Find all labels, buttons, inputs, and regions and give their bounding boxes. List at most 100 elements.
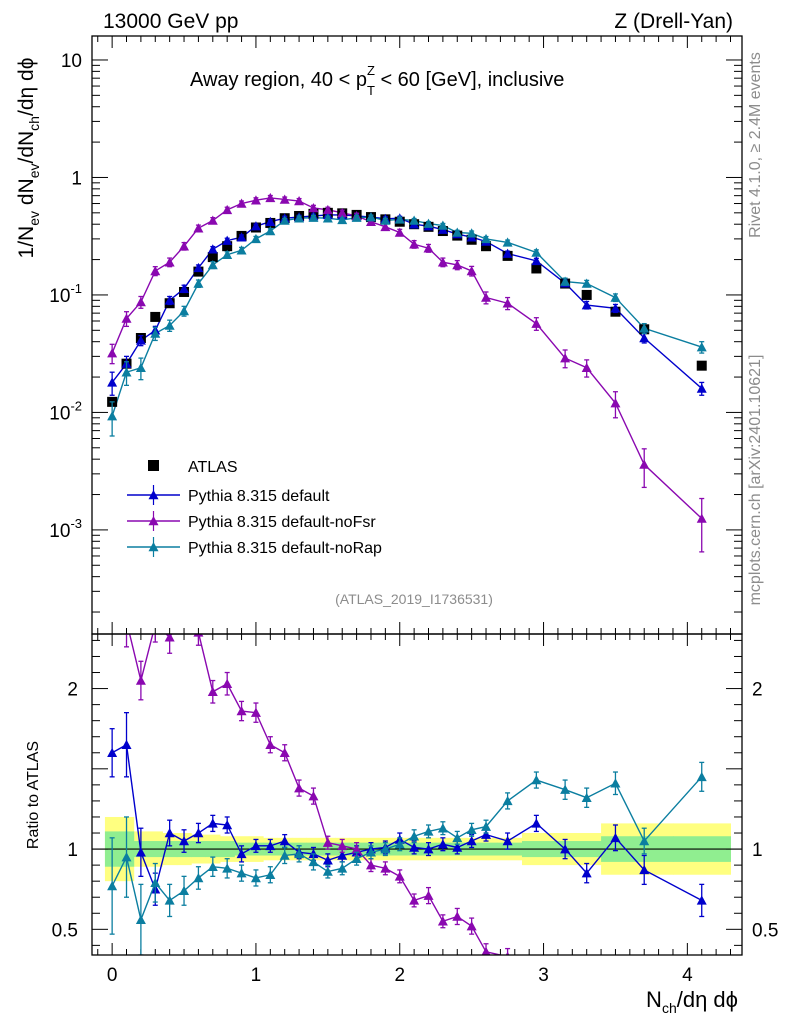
mc-data-point: [107, 411, 118, 421]
ratio-point: [423, 826, 434, 836]
ratio-point: [337, 840, 348, 851]
ratio-point: [265, 739, 276, 749]
mc-data-point: [294, 196, 305, 206]
mc-data-point: [560, 276, 571, 286]
atlas-data-point: [207, 252, 218, 263]
y-tick-label: 10-3: [49, 516, 82, 542]
ratio-point: [365, 860, 376, 870]
mc-data-point: [207, 259, 218, 270]
ratio-line: [128, 634, 504, 955]
mc-data-point: [322, 204, 333, 215]
ratio-point: [409, 895, 420, 905]
mc-data-point: [179, 283, 190, 293]
ratio-frame: [91, 633, 743, 956]
mc-data-point: [610, 303, 621, 313]
y-tick-label: 10: [61, 51, 82, 72]
legend-marker-square: [148, 460, 159, 471]
y-axis-label: 1/Nev dNev/dNch/dη dϕ: [15, 58, 42, 259]
ratio-y-tick-label-right: 1: [752, 840, 763, 861]
mc-data-point: [179, 305, 190, 316]
ratio-point: [121, 739, 132, 749]
ratio-line: [111, 743, 703, 902]
atlas-data-point: [581, 289, 592, 300]
ratio-point: [380, 863, 391, 873]
ratio-point: [164, 895, 175, 905]
ratio-point: [437, 916, 448, 926]
ratio-point: [610, 778, 621, 788]
atlas-data-point: [222, 241, 233, 252]
analysis-tag: (ATLAS_2019_I1736531): [335, 591, 493, 607]
ratio-point: [409, 831, 420, 841]
mc-data-point: [236, 232, 247, 242]
ratio-point: [179, 885, 190, 896]
ratio-point: [437, 839, 448, 849]
mc-data-point: [322, 213, 333, 223]
series-line: [111, 197, 703, 520]
mc-data-point: [279, 194, 290, 204]
mc-data-point: [394, 214, 405, 224]
ratio-y-axis-label: Ratio to ATLAS: [25, 741, 42, 849]
ratio-y-tick-label: 2: [67, 680, 78, 701]
ratio-point: [322, 837, 333, 847]
mc-data-point: [581, 300, 592, 310]
ratio-point: [265, 869, 276, 879]
ratio-point: [150, 619, 160, 628]
ratio-point: [505, 951, 510, 955]
ratio-point: [236, 848, 247, 859]
mc-data-point: [164, 257, 175, 267]
ratio-point: [351, 853, 362, 863]
mc-data-point: [265, 216, 276, 226]
mc-data-point: [250, 221, 261, 231]
ratio-point: [560, 844, 571, 854]
x-tick-label: 1: [251, 965, 262, 986]
mc-data-point: [423, 243, 434, 253]
mc-data-point: [409, 215, 420, 225]
ratio-point: [250, 872, 261, 883]
ratio-point: [437, 823, 448, 833]
ratio-point: [610, 972, 620, 981]
x-tick-label: 2: [394, 965, 405, 986]
mc-data-point: [135, 297, 146, 307]
mc-data-point: [164, 320, 175, 330]
y-tick-label: 1: [71, 168, 82, 189]
ratio-point: [279, 850, 290, 860]
mc-data-point: [531, 247, 542, 257]
ratio-y-tick-label: 1: [67, 840, 78, 861]
mc-data-point: [193, 262, 204, 273]
ratio-panel: 0 1 2 3 4 0.5 0.5 1 1 2 2: [52, 610, 778, 986]
ratio-point: [380, 844, 391, 854]
ratio-point: [351, 844, 362, 854]
ratio-point: [121, 852, 132, 862]
legend-marker-triangle: [148, 542, 159, 552]
ratio-point: [696, 895, 707, 905]
ratio-point: [294, 848, 305, 859]
ratio-point: [236, 706, 247, 716]
mc-data-point: [696, 513, 707, 523]
mc-data-point: [265, 226, 276, 236]
ratio-point: [531, 818, 542, 828]
ratio-point: [294, 783, 305, 793]
ratio-point: [560, 972, 570, 981]
legend-marker-triangle: [148, 490, 159, 500]
mc-data-point: [531, 255, 542, 266]
ratio-point: [179, 610, 189, 619]
mc-data-point: [308, 202, 319, 213]
ratio-point: [337, 850, 348, 860]
ratio-point: [193, 828, 204, 838]
mc-data-point: [639, 323, 650, 333]
mc-data-point: [337, 207, 348, 218]
mc-data-point: [279, 215, 290, 225]
ratio-point: [322, 866, 333, 876]
mc-data-point: [107, 377, 118, 387]
ratio-point: [639, 836, 650, 846]
ratio-point: [337, 863, 348, 873]
ratio-point: [696, 771, 707, 782]
atlas-data-point: [531, 263, 542, 274]
mc-data-point: [207, 215, 218, 225]
mc-data-point: [409, 239, 420, 249]
mc-data-point: [207, 244, 218, 254]
mc-data-point: [481, 233, 492, 244]
ratio-point: [452, 842, 463, 852]
ratio-point: [639, 972, 649, 981]
